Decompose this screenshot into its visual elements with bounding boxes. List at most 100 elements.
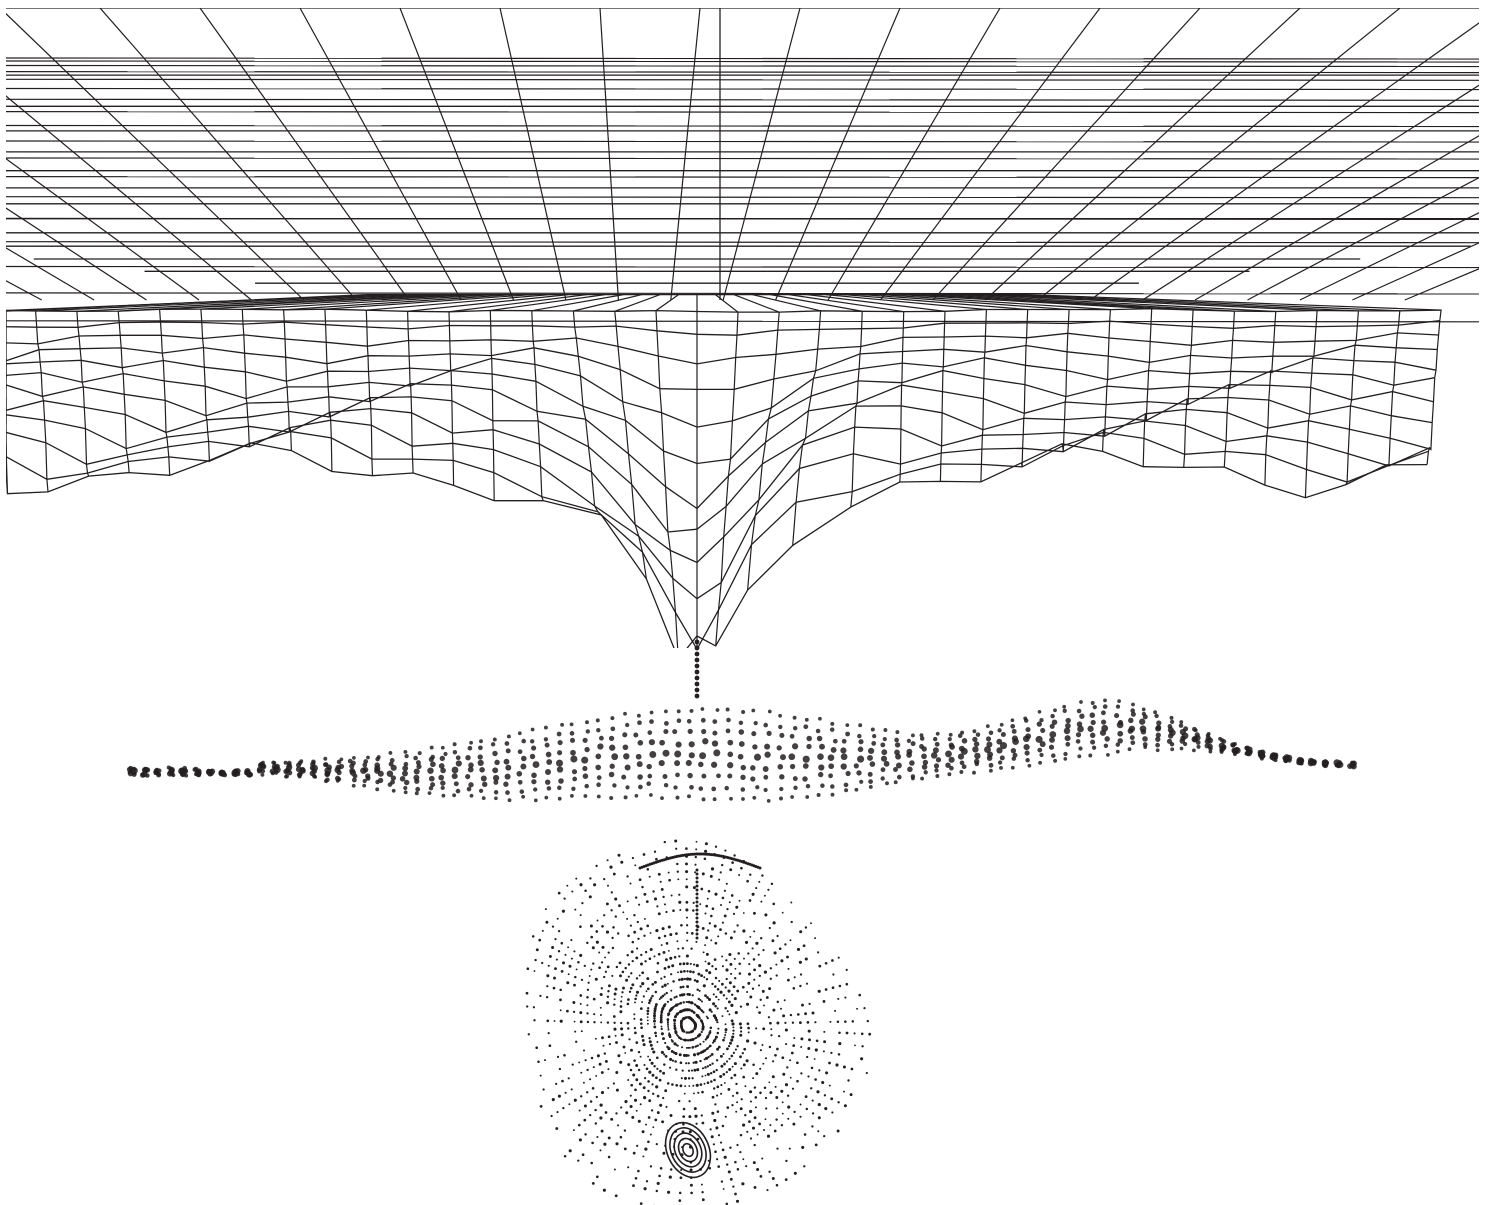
blob-point [566,981,570,985]
dotted-connector-line [694,639,700,699]
blob-point [680,977,684,981]
blob-point [635,994,638,997]
ribbon-point [336,759,342,765]
blob-point [666,1045,669,1049]
blob-point [742,1123,746,1127]
blob-point [650,1109,654,1112]
blob-point [811,1099,814,1102]
blob-point [711,965,714,968]
blob-point [699,903,702,906]
ribbon-point [428,785,434,791]
blob-point [748,899,752,902]
ribbon-point [959,770,964,774]
blob-point [575,877,578,880]
blob-point [543,1059,547,1062]
blob-point [685,924,689,927]
blob-point [759,1091,762,1095]
blob-point [563,1054,566,1057]
blob-point [625,978,629,982]
ribbon-point [815,728,821,734]
ribbon-point [1182,741,1188,747]
ribbon-point [1000,731,1006,738]
ribbon-point [1091,745,1097,750]
blob-point [740,866,743,870]
ribbon-point [1048,744,1055,750]
blob-point [676,1033,679,1037]
ribbon-point [1117,699,1121,703]
blob-point [712,1143,716,1146]
blob-point [734,1048,737,1051]
ribbon-point [530,727,535,732]
ribbon-point [1114,713,1120,719]
ribbon-point [428,775,435,782]
blob-point [764,1057,768,1060]
blob-point [624,966,627,970]
blob-point [675,995,678,998]
ribbon-point [1336,762,1341,767]
blob-point [641,1130,645,1134]
blob-point [685,885,689,889]
blob-point [768,987,772,991]
ribbon-point [1039,752,1044,758]
ribbon-point [417,751,422,756]
blob-point [742,1063,746,1067]
ribbon-point [658,760,665,767]
blob-point [575,968,578,971]
blob-point [680,1019,684,1023]
blob-point [705,1015,708,1018]
ribbon-point [780,754,786,761]
blob-point [685,900,689,904]
ribbon-point [166,765,171,770]
blob-point [716,1031,720,1035]
blob-point [692,909,695,912]
blob-point [739,1055,742,1059]
blob-point [671,1083,674,1086]
blob-point [623,1147,627,1151]
ribbon-point [700,707,705,711]
ribbon-point [725,707,730,712]
ribbon-point [1169,715,1174,720]
blob-point [807,1029,811,1033]
ribbon-point [738,741,745,747]
blob-point [844,996,847,999]
blob-point [577,1123,581,1127]
blob-point [774,1053,777,1057]
ribbon-point [477,754,483,760]
blob-axis-point [695,904,699,908]
blob-point [818,964,822,968]
ribbon-point [1154,713,1159,719]
ribbon-point [945,762,951,768]
blob-point [651,1047,654,1051]
ribbon-point [1287,758,1292,763]
blob-point [561,909,565,913]
blob-point [745,1002,750,1006]
mesh-column-line [200,294,477,463]
blob-point [553,976,556,980]
ribbon-point [827,754,835,762]
blob-point [624,1052,627,1054]
blob-point [713,1087,716,1090]
blob-point [655,1076,658,1080]
blob-point [659,1166,663,1170]
blob-point [683,969,686,973]
blob-axis-point [695,916,699,920]
blob-point [670,1039,673,1041]
ribbon-point [1232,748,1238,754]
blob-point [835,1063,839,1067]
blob-point [701,1075,704,1078]
blob-point [733,997,737,1001]
blob-point [745,1165,748,1168]
blob-point [803,1165,806,1168]
mesh-column-line [733,294,780,591]
blob-point [660,1032,664,1036]
ribbon-point [779,796,783,801]
ribbon-point [750,765,756,771]
blob-point [667,1027,670,1029]
ribbon-point [468,782,474,788]
blob-point [673,1022,676,1025]
ribbon-point [504,773,511,780]
ribbon-point [387,782,393,787]
blob-point [634,997,637,1001]
blob-point [721,921,724,924]
ribbon-point [816,793,821,797]
